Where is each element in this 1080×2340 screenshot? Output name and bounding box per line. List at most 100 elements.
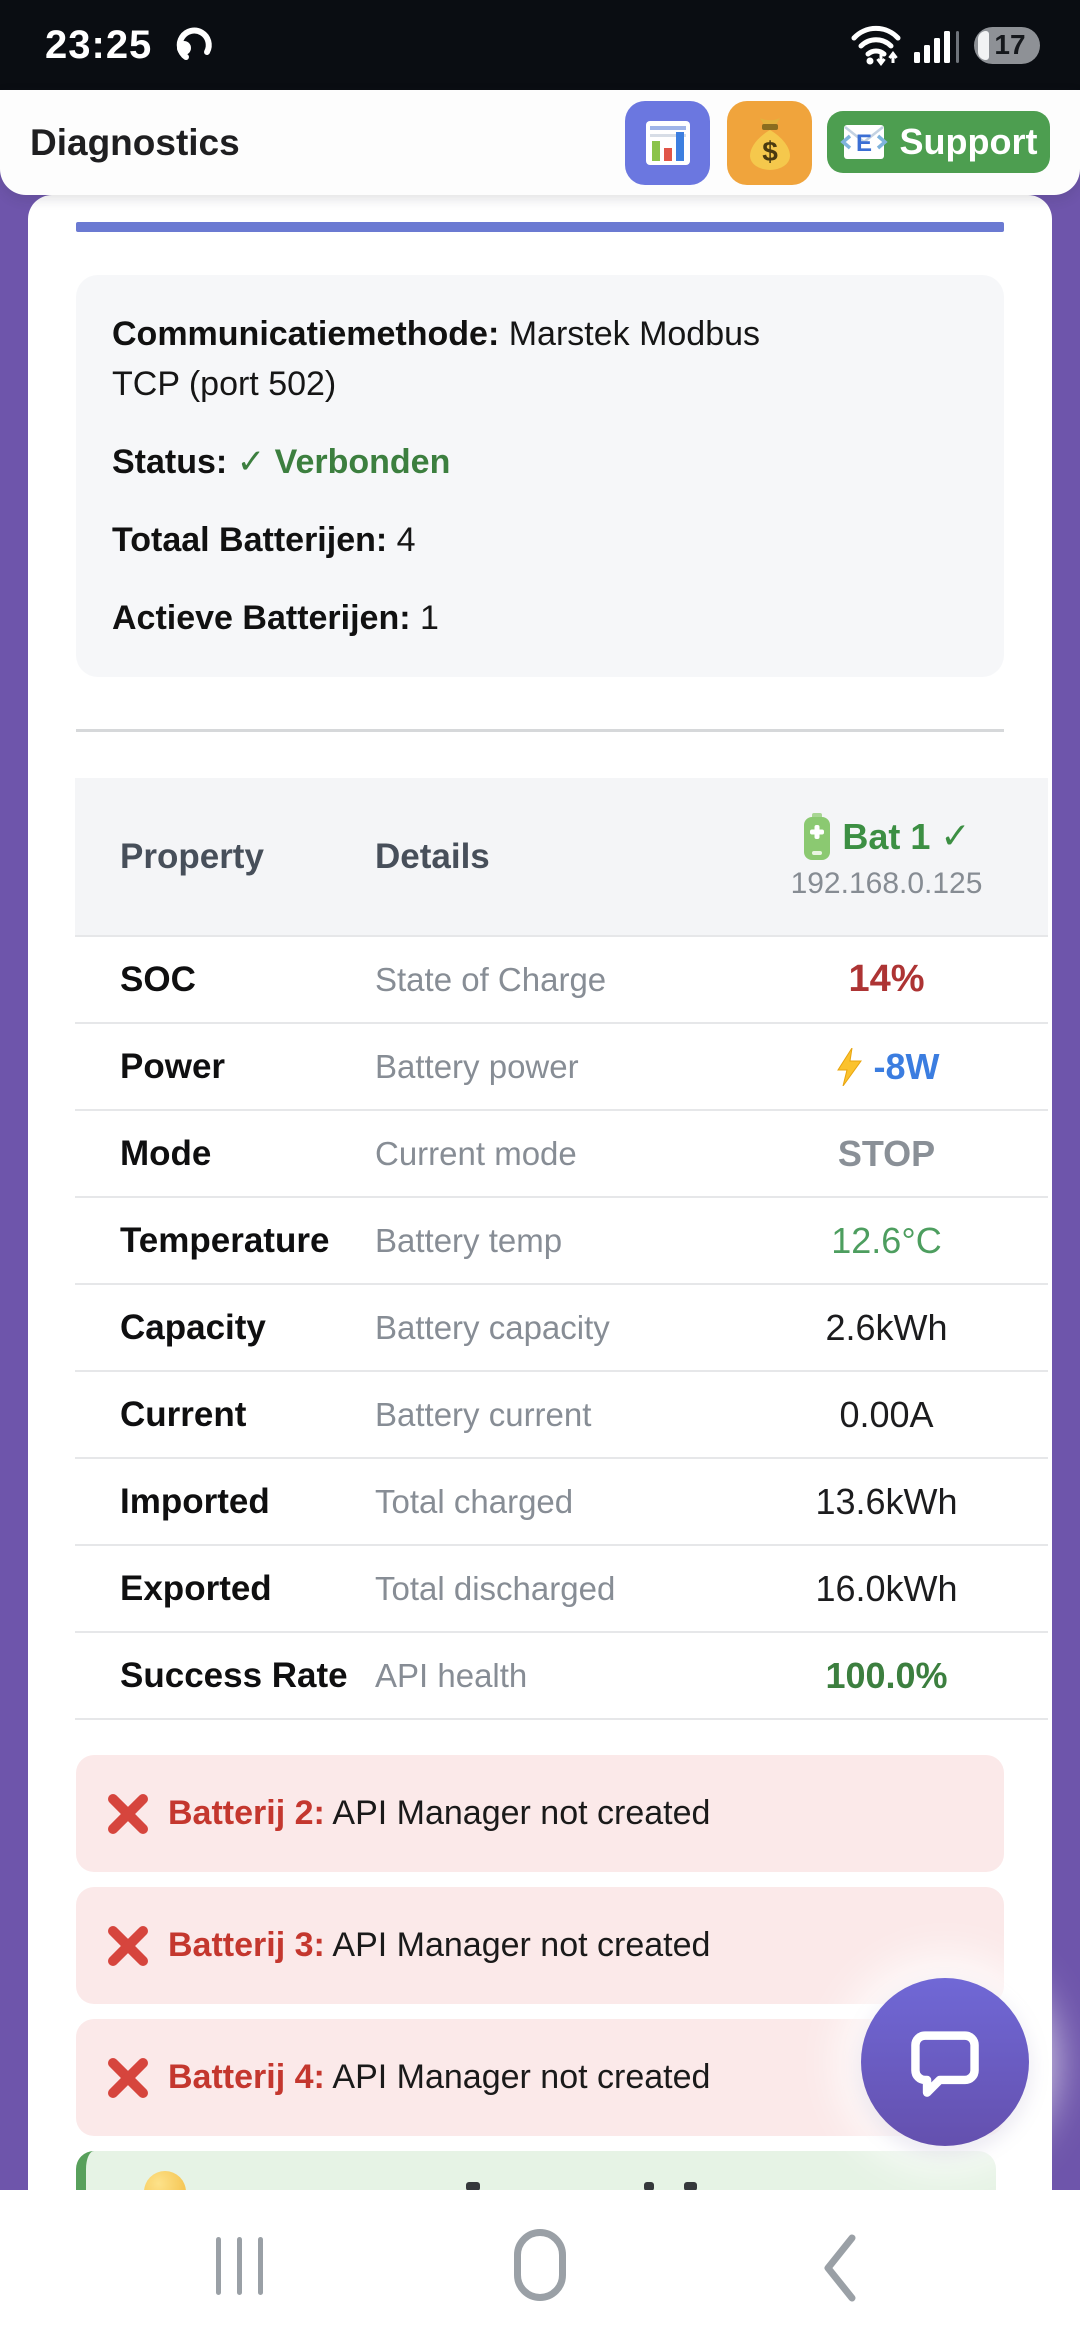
status-line: Status: ✓ Verbonden [112, 437, 968, 487]
bar-chart-icon [645, 121, 690, 165]
alert-message: API Manager not created [324, 2058, 711, 2096]
error-x-icon [108, 2057, 148, 2098]
table-row: SOC State of Charge 14% [75, 935, 1048, 1022]
row-property: Current [120, 1394, 247, 1434]
chart-button[interactable] [625, 101, 710, 185]
chat-bubble-icon [911, 2031, 979, 2097]
lightning-icon [836, 1047, 862, 1086]
svg-text:$: $ [762, 136, 778, 167]
row-details: Current mode [375, 1134, 577, 1172]
column-header-details: Details [375, 836, 490, 876]
comm-method-line: Communicatiemethode: Marstek Modbus TCP … [112, 309, 968, 409]
row-details: Battery temp [375, 1221, 563, 1259]
alerts-list: Batterij 2: API Manager not created Batt… [76, 1755, 1004, 2151]
row-details: Battery capacity [375, 1308, 610, 1346]
clock: 23:25 [45, 22, 153, 67]
table-header-row: Property Details Bat 1 ✓ 192.168.0.125 [75, 778, 1048, 935]
row-value: 14% [848, 958, 925, 1000]
table-rows: SOC State of Charge 14% Power Battery po… [75, 935, 1048, 1720]
alert-battery-name: Batterij 2: [168, 1794, 325, 1832]
active-batteries-value: 1 [420, 599, 439, 637]
table-row: Capacity Battery capacity 2.6kWh [75, 1283, 1048, 1370]
android-nav-bar [0, 2190, 1080, 2340]
row-property: Mode [120, 1133, 212, 1173]
cost-button[interactable]: $ [727, 101, 812, 185]
battery-check-icon: ✓ [940, 816, 971, 857]
svg-text:E: E [855, 130, 871, 157]
support-button-label: Support [899, 121, 1038, 162]
battery-percent: 17 [994, 29, 1026, 60]
battery-ip: 192.168.0.125 [790, 866, 983, 900]
column-header-battery: Bat 1 ✓ 192.168.0.125 [725, 812, 1048, 901]
table-row: Success Rate API health 100.0% [75, 1631, 1048, 1720]
section-divider [76, 729, 1004, 732]
row-details: Battery current [375, 1395, 592, 1433]
row-value: 16.0kWh [815, 1567, 958, 1609]
battery-indicator: 17 [974, 26, 1040, 64]
status-label: Status: [112, 443, 228, 481]
row-details: Battery power [375, 1047, 579, 1085]
row-details: API health [375, 1656, 528, 1694]
chat-fab[interactable] [861, 1978, 1029, 2146]
content-panel: Communicatiemethode: Marstek Modbus TCP … [28, 195, 1052, 2190]
alert-battery-name: Batterij 4: [168, 2058, 325, 2096]
battery-fill [978, 30, 989, 60]
signal-icon [914, 31, 959, 63]
error-x-icon [108, 1793, 148, 1834]
row-value: 12.6°C [831, 1219, 942, 1261]
total-batteries-value: 4 [396, 521, 416, 559]
email-icon: E [839, 125, 888, 159]
total-batteries-label: Totaal Batterijen: [112, 521, 388, 559]
page-title: Diagnostics [30, 121, 240, 163]
table-row: Temperature Battery temp 12.6°C [75, 1196, 1048, 1283]
table-row: Imported Total charged 13.6kWh [75, 1457, 1048, 1544]
row-details: Total charged [375, 1482, 574, 1520]
total-batteries-line: Totaal Batterijen: 4 [112, 515, 968, 565]
row-value: 100.0% [825, 1654, 948, 1696]
sync-icon [177, 27, 213, 60]
table-row: Current Battery current 0.00A [75, 1370, 1048, 1457]
row-property: Temperature [120, 1220, 330, 1260]
accent-bar [76, 222, 1004, 232]
alert-message: API Manager not created [324, 1794, 711, 1832]
status-bar: 23:25 17 [0, 0, 1080, 90]
active-batteries-line: Actieve Batterijen: 1 [112, 593, 968, 643]
nav-home-button[interactable] [514, 2229, 566, 2301]
row-value: 0.00A [839, 1393, 934, 1435]
table-row: Mode Current mode STOP [75, 1109, 1048, 1196]
row-value: -8W [725, 1046, 1048, 1088]
status-value: Verbonden [274, 443, 451, 481]
comm-method-value: Marstek Modbus [508, 315, 761, 353]
row-details: State of Charge [375, 960, 607, 998]
row-value: STOP [837, 1132, 936, 1174]
comm-method-label: Communicatiemethode: [112, 315, 500, 353]
alert-battery-name: Batterij 3: [168, 1926, 325, 1964]
row-value: 2.6kWh [825, 1306, 948, 1348]
row-value: 13.6kWh [815, 1480, 958, 1522]
alert-message: API Manager not created [324, 1926, 711, 1964]
battery-alert: Batterij 3: API Manager not created [76, 1887, 1004, 2004]
row-property: Capacity [120, 1307, 266, 1347]
app-header: Diagnostics $ E Support [0, 90, 1080, 195]
battery-table: Property Details Bat 1 ✓ 192.168.0.125 [75, 778, 1048, 1720]
alert-text: Batterij 4: API Manager not created [168, 2058, 710, 2097]
row-property: Success Rate [120, 1655, 348, 1695]
row-property: SOC [120, 959, 196, 999]
wifi-icon [851, 25, 901, 66]
bulb-icon [144, 2171, 186, 2190]
battery-alert: Batterij 2: API Manager not created [76, 1755, 1004, 1872]
nav-back-button[interactable] [822, 2232, 858, 2304]
nav-recents-button[interactable] [216, 2237, 263, 2295]
row-property: Power [120, 1046, 226, 1086]
connection-info-card: Communicatiemethode: Marstek Modbus TCP … [76, 275, 1004, 677]
support-button[interactable]: E Support [827, 111, 1050, 173]
check-icon: ✓ [236, 442, 266, 482]
battery-icon [804, 812, 831, 860]
error-x-icon [108, 1925, 148, 1966]
column-header-property: Property [120, 836, 264, 876]
alert-text: Batterij 2: API Manager not created [168, 1794, 710, 1833]
battery-name: Bat 1 [842, 815, 931, 857]
table-row: Exported Total discharged 16.0kWh [75, 1544, 1048, 1631]
active-batteries-label: Actieve Batterijen: [112, 599, 411, 637]
money-bag-icon: $ [749, 118, 790, 170]
